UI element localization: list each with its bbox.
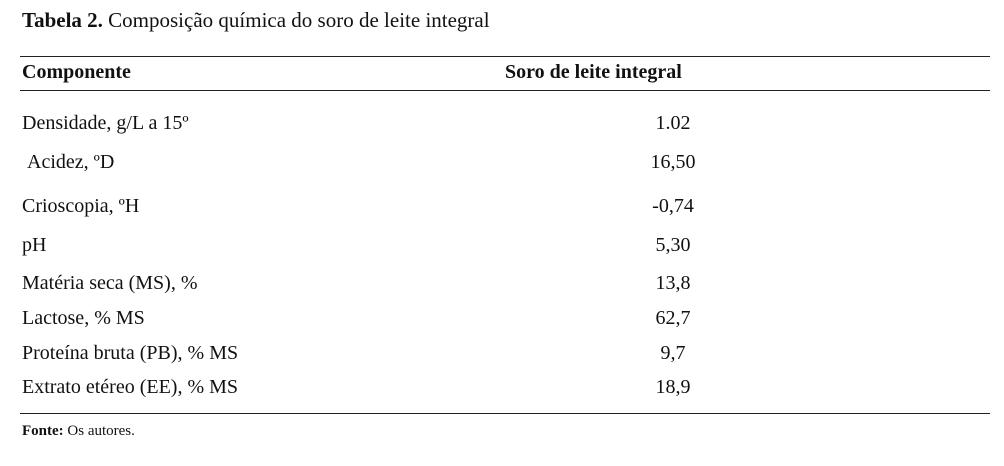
value-cell: 9,7 [660,342,686,364]
caption-label: Tabela 2. [22,8,103,32]
value-cell: 16,50 [650,151,696,173]
value-cell: -0,74 [652,195,694,217]
component-cell: Crioscopia, ºH [22,195,140,217]
component-cell: Proteína bruta (PB), % MS [22,342,239,364]
value-cell: 5,30 [655,234,691,256]
header-cell: Componente [22,61,131,83]
top-rule [20,56,990,57]
caption-text: Composição química do soro de leite inte… [108,8,490,32]
component-cell: Acidez, ºD [27,151,115,173]
footer: Fonte: Os autores. [22,424,135,439]
header-cell: Soro de leite integral [505,61,682,83]
value-cell: 13,8 [655,272,691,294]
component-cell: Densidade, g/L a 15º [22,112,189,134]
bottom-rule [20,413,990,414]
component-cell: Lactose, % MS [22,307,145,329]
component-cell: Matéria seca (MS), % [22,272,198,294]
value-cell: 62,7 [655,307,691,329]
footer-label: Fonte: [22,423,64,439]
footer-text: Os autores. [67,423,135,439]
caption: Tabela 2. Composição química do soro de … [22,10,490,31]
component-cell: pH [22,234,47,256]
value-cell: 18,9 [655,376,691,398]
value-cell: 1.02 [655,112,691,134]
header-rule [20,90,990,91]
component-cell: Extrato etéreo (EE), % MS [22,376,239,398]
